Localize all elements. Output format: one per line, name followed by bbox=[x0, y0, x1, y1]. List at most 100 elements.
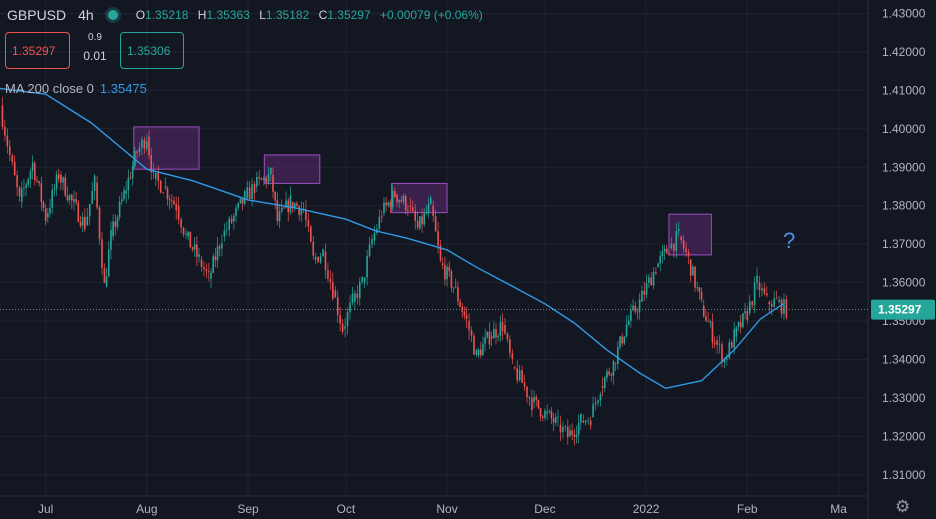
candle-body bbox=[148, 136, 150, 156]
candle-body bbox=[272, 174, 274, 192]
price-tick-label: 1.37000 bbox=[882, 237, 926, 251]
candle-body bbox=[730, 342, 733, 348]
settings-gear-icon[interactable]: ⚙ bbox=[895, 497, 911, 516]
candle-body bbox=[692, 266, 694, 276]
candle-body bbox=[763, 288, 766, 294]
candle-body bbox=[657, 263, 659, 268]
candle-body bbox=[402, 195, 405, 202]
candle-body bbox=[53, 188, 56, 190]
candle-body bbox=[44, 208, 47, 221]
candle-body bbox=[339, 315, 341, 324]
candle-body bbox=[256, 176, 258, 187]
candle-body bbox=[448, 266, 451, 272]
candle-body bbox=[614, 363, 617, 365]
candle-body bbox=[452, 287, 455, 289]
ma-200-line bbox=[0, 87, 784, 390]
candle-body bbox=[761, 288, 763, 291]
candle-body bbox=[641, 290, 643, 302]
candle-body bbox=[265, 177, 267, 183]
candle-body bbox=[766, 293, 768, 296]
candle-body bbox=[27, 179, 30, 185]
price-tick-label: 1.38000 bbox=[882, 199, 926, 213]
chart-header: GBPUSD 4h O1.35218 H1.35363 L1.35182 C1.… bbox=[7, 7, 489, 23]
candle-body bbox=[177, 205, 180, 220]
candle-body bbox=[373, 232, 376, 241]
price-tick-label: 1.36000 bbox=[882, 276, 926, 290]
candle-body bbox=[709, 321, 712, 323]
symbol-label[interactable]: GBPUSD bbox=[7, 7, 67, 23]
candle-body bbox=[289, 195, 292, 213]
candle-body bbox=[630, 309, 632, 321]
candle-body bbox=[748, 301, 751, 314]
candle-body bbox=[296, 203, 298, 207]
candle-body bbox=[728, 342, 731, 359]
candle-body bbox=[573, 434, 576, 437]
buy-button[interactable]: 1.35306 bbox=[120, 32, 184, 69]
candle-body bbox=[60, 174, 62, 183]
price-tick-label: 1.34000 bbox=[882, 353, 926, 367]
resistance-highlight-box bbox=[391, 182, 448, 214]
timeframe-label[interactable]: 4h bbox=[78, 7, 94, 23]
candle-body bbox=[404, 195, 407, 211]
sell-button[interactable]: 1.35297 bbox=[5, 32, 70, 69]
candle-body bbox=[521, 370, 523, 383]
candle-body bbox=[490, 336, 493, 339]
price-tick-label: 1.31000 bbox=[882, 468, 926, 482]
ma-legend[interactable]: MA 200 close 0 1.35475 bbox=[5, 81, 147, 96]
candle-body bbox=[251, 183, 253, 199]
candle-body bbox=[479, 349, 482, 356]
candle-body bbox=[354, 293, 356, 302]
candle-body bbox=[597, 400, 599, 403]
candle-body bbox=[51, 189, 54, 208]
candle-body bbox=[682, 240, 685, 249]
candle-body bbox=[198, 254, 200, 257]
candle-body bbox=[785, 299, 788, 318]
candle-body bbox=[429, 197, 432, 205]
candle-body bbox=[587, 420, 589, 422]
candle-body bbox=[327, 270, 329, 279]
candle-body bbox=[127, 177, 130, 191]
candle-body bbox=[263, 177, 265, 180]
candle-body bbox=[495, 328, 497, 338]
candle-body bbox=[555, 416, 557, 423]
candle-body bbox=[564, 426, 567, 428]
candle-body bbox=[562, 426, 564, 433]
candle-body bbox=[493, 328, 495, 339]
candle-body bbox=[68, 195, 71, 201]
candle-body bbox=[274, 191, 276, 201]
candle-body bbox=[477, 349, 480, 356]
candle-body bbox=[101, 239, 103, 269]
candle-body bbox=[110, 229, 112, 250]
candle-body bbox=[516, 368, 519, 381]
candle-body bbox=[91, 190, 93, 204]
candle-body bbox=[470, 330, 473, 336]
candle-body bbox=[652, 271, 655, 286]
candle-body bbox=[773, 298, 775, 307]
candle-body bbox=[79, 221, 82, 226]
candle-body bbox=[189, 231, 192, 248]
candle-body bbox=[143, 139, 146, 149]
price-tick-label: 1.42000 bbox=[882, 45, 926, 59]
candle-body bbox=[18, 187, 21, 197]
candle-body bbox=[566, 426, 569, 438]
candle-body bbox=[351, 293, 354, 304]
candle-body bbox=[118, 201, 121, 218]
candle-body bbox=[610, 374, 613, 376]
change-value: +0.00079 (+0.06%) bbox=[380, 8, 483, 22]
candle-body bbox=[212, 256, 214, 273]
candle-body bbox=[497, 335, 499, 338]
candle-body bbox=[441, 263, 444, 265]
resistance-highlight-box bbox=[133, 126, 200, 170]
candle-body bbox=[582, 421, 585, 423]
candle-body bbox=[278, 211, 281, 222]
candle-body bbox=[8, 146, 11, 155]
candle-body bbox=[205, 269, 208, 272]
time-tick-label: Nov bbox=[436, 502, 457, 516]
candle-body bbox=[230, 218, 233, 223]
candle-body bbox=[689, 259, 692, 276]
spread-bottom: 0.01 bbox=[83, 49, 107, 63]
candle-body bbox=[55, 174, 58, 189]
candle-body bbox=[322, 249, 324, 257]
candle-body bbox=[40, 183, 43, 202]
